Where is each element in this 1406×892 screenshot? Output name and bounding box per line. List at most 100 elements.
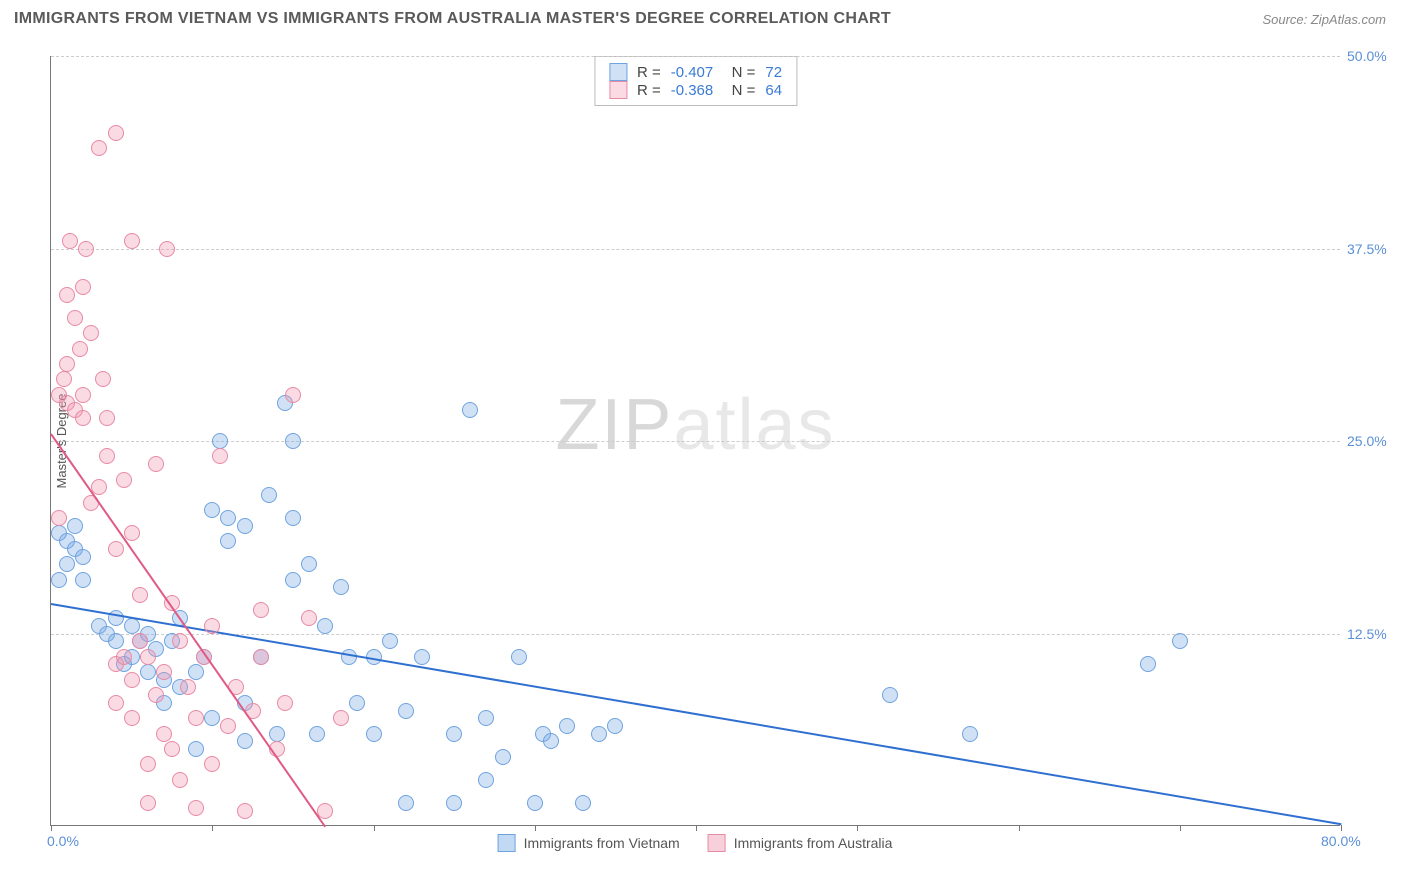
data-point <box>285 510 301 526</box>
data-point <box>148 456 164 472</box>
gridline <box>51 634 1340 635</box>
data-point <box>51 510 67 526</box>
data-point <box>237 803 253 819</box>
chart-area: Master's Degree ZIPatlas R = -0.407 N = … <box>50 56 1340 826</box>
x-tick-label: 0.0% <box>47 833 79 849</box>
x-tick-mark <box>51 825 52 831</box>
data-point <box>333 710 349 726</box>
data-point <box>95 371 111 387</box>
data-point <box>188 741 204 757</box>
data-point <box>108 695 124 711</box>
data-point <box>116 649 132 665</box>
data-point <box>78 241 94 257</box>
data-point <box>180 679 196 695</box>
data-point <box>59 287 75 303</box>
trend-line <box>50 434 326 828</box>
data-point <box>67 310 83 326</box>
correlation-legend: R = -0.407 N = 72R = -0.368 N = 64 <box>594 56 797 106</box>
data-point <box>67 518 83 534</box>
source-attribution: Source: ZipAtlas.com <box>1262 12 1386 27</box>
x-tick-mark <box>212 825 213 831</box>
data-point <box>75 387 91 403</box>
x-tick-mark <box>535 825 536 831</box>
data-point <box>156 664 172 680</box>
data-point <box>140 795 156 811</box>
data-point <box>212 448 228 464</box>
data-point <box>172 633 188 649</box>
x-tick-label: 80.0% <box>1321 833 1361 849</box>
data-point <box>882 687 898 703</box>
data-point <box>220 510 236 526</box>
data-point <box>75 410 91 426</box>
data-point <box>83 325 99 341</box>
y-tick-label: 50.0% <box>1347 48 1402 64</box>
data-point <box>140 664 156 680</box>
data-point <box>75 279 91 295</box>
data-point <box>495 749 511 765</box>
data-point <box>285 572 301 588</box>
data-point <box>159 241 175 257</box>
data-point <box>59 556 75 572</box>
legend-swatch <box>609 63 627 81</box>
y-tick-label: 12.5% <box>1347 626 1402 642</box>
correlation-row: R = -0.368 N = 64 <box>609 81 782 99</box>
correlation-row: R = -0.407 N = 72 <box>609 63 782 81</box>
x-tick-mark <box>1180 825 1181 831</box>
legend-item: Immigrants from Vietnam <box>498 834 680 852</box>
data-point <box>446 726 462 742</box>
data-point <box>301 556 317 572</box>
watermark: ZIPatlas <box>555 384 835 466</box>
data-point <box>140 649 156 665</box>
legend-swatch <box>708 834 726 852</box>
data-point <box>140 756 156 772</box>
data-point <box>132 587 148 603</box>
data-point <box>116 472 132 488</box>
data-point <box>478 772 494 788</box>
stat-label: N = <box>723 82 755 99</box>
data-point <box>124 618 140 634</box>
data-point <box>75 549 91 565</box>
data-point <box>172 772 188 788</box>
x-tick-mark <box>374 825 375 831</box>
data-point <box>559 718 575 734</box>
data-point <box>204 618 220 634</box>
data-point <box>51 572 67 588</box>
data-point <box>414 649 430 665</box>
data-point <box>261 487 277 503</box>
y-tick-label: 37.5% <box>1347 241 1402 257</box>
data-point <box>99 410 115 426</box>
data-point <box>398 703 414 719</box>
r-value: -0.368 <box>671 82 714 99</box>
data-point <box>607 718 623 734</box>
data-point <box>446 795 462 811</box>
y-tick-label: 25.0% <box>1347 433 1402 449</box>
data-point <box>124 233 140 249</box>
stat-label: R = <box>637 82 661 99</box>
data-point <box>478 710 494 726</box>
data-point <box>59 356 75 372</box>
data-point <box>398 795 414 811</box>
data-point <box>156 726 172 742</box>
data-point <box>75 572 91 588</box>
series-legend: Immigrants from VietnamImmigrants from A… <box>498 834 893 852</box>
gridline <box>51 441 1340 442</box>
r-value: -0.407 <box>671 64 714 81</box>
data-point <box>543 733 559 749</box>
data-point <box>349 695 365 711</box>
data-point <box>462 402 478 418</box>
data-point <box>108 633 124 649</box>
chart-title: IMMIGRANTS FROM VIETNAM VS IMMIGRANTS FR… <box>14 10 891 28</box>
data-point <box>220 718 236 734</box>
data-point <box>56 371 72 387</box>
data-point <box>132 633 148 649</box>
data-point <box>212 433 228 449</box>
data-point <box>1172 633 1188 649</box>
scatter-plot: ZIPatlas R = -0.407 N = 72R = -0.368 N =… <box>50 56 1340 826</box>
data-point <box>591 726 607 742</box>
data-point <box>204 502 220 518</box>
legend-swatch <box>498 834 516 852</box>
data-point <box>511 649 527 665</box>
n-value: 72 <box>765 64 782 81</box>
data-point <box>124 672 140 688</box>
data-point <box>333 579 349 595</box>
